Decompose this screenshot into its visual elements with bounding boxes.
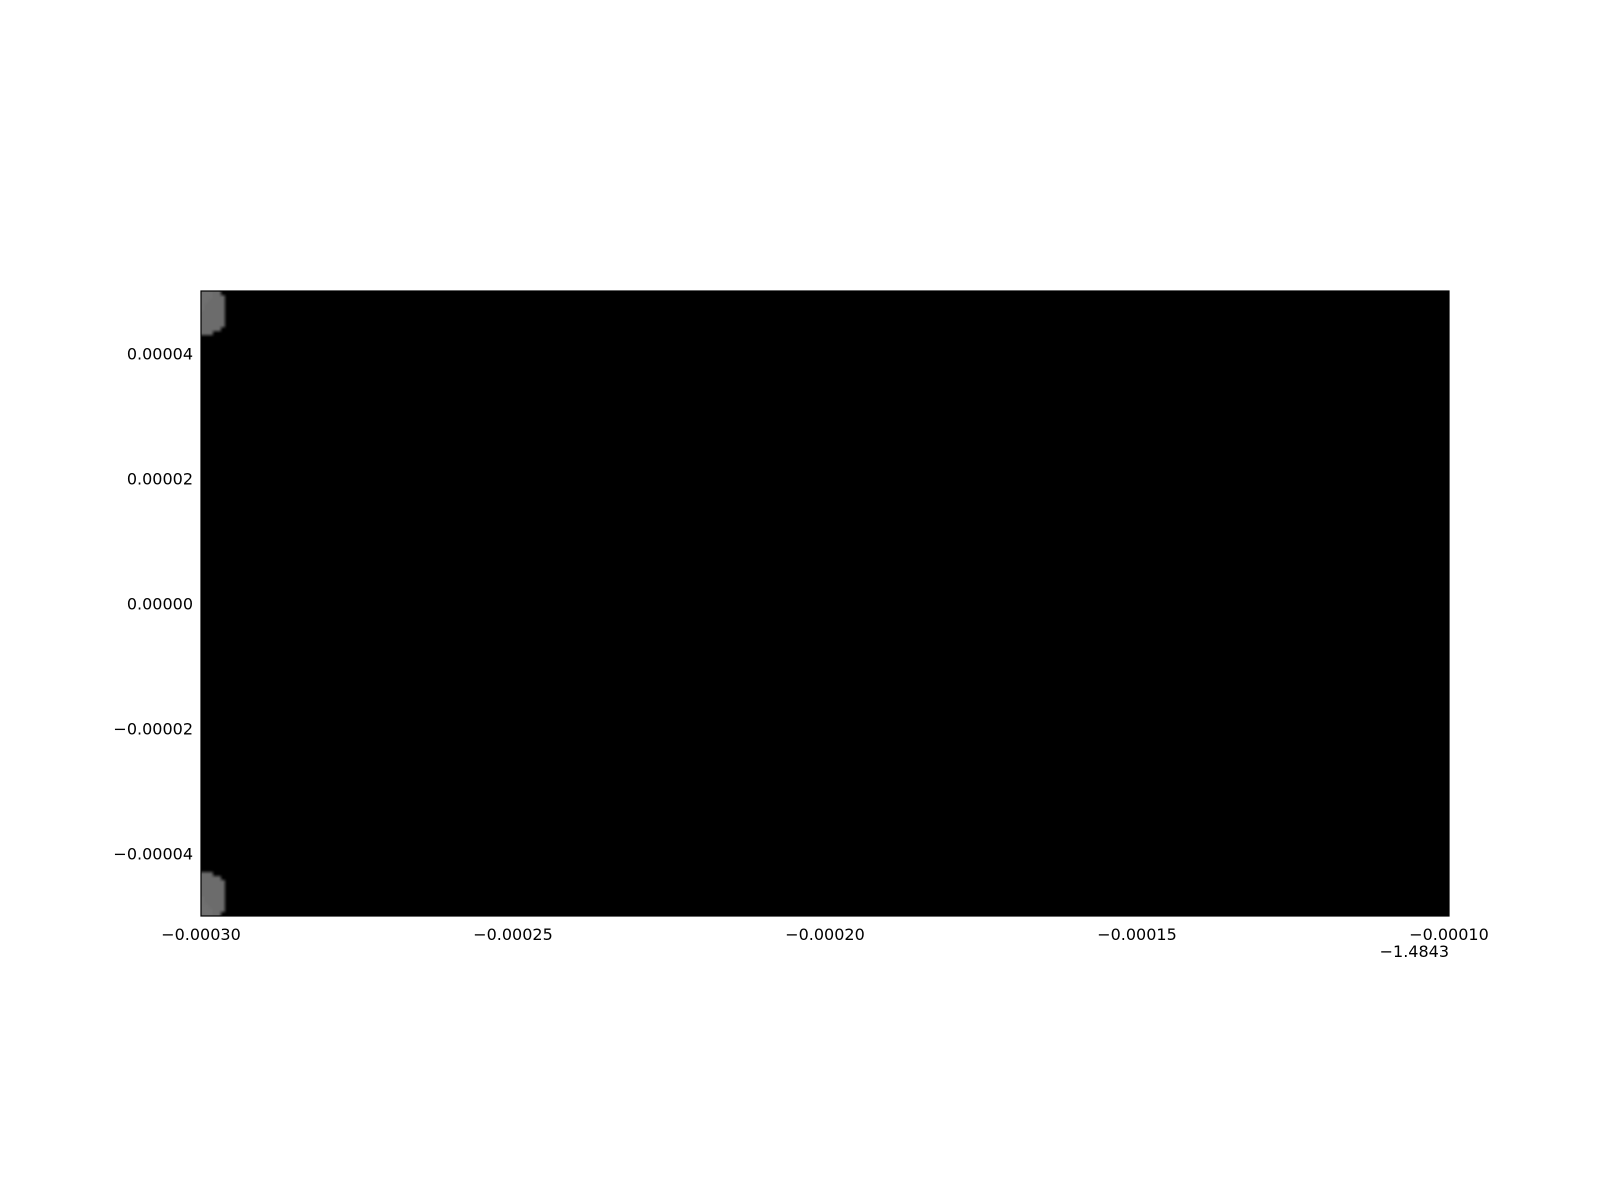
tick-marks (200, 291, 1450, 916)
x-tick-label: −0.00025 (473, 925, 553, 944)
y-tick-label: 0.00000 (127, 595, 193, 614)
y-tick-label: −0.00002 (113, 720, 193, 739)
plot-area-image (201, 291, 1449, 916)
x-tick-label: −0.00015 (1097, 925, 1177, 944)
x-tick-label: −0.00010 (1409, 925, 1489, 944)
y-tick-label: 0.00004 (127, 345, 193, 364)
y-tick-label: 0.00002 (127, 470, 193, 489)
x-tick-label: −0.00030 (161, 925, 241, 944)
x-offset-label: −1.4843 (1380, 942, 1449, 961)
y-tick-labels: 0.00004 0.00002 0.00000 −0.00002 −0.00004 (113, 345, 193, 864)
mandelbrot-image (201, 291, 1449, 916)
x-tick-label: −0.00020 (785, 925, 865, 944)
y-tick-label: −0.00004 (113, 845, 193, 864)
x-tick-labels: −0.00030 −0.00025 −0.00020 −0.00015 −0.00010 (161, 925, 1489, 944)
